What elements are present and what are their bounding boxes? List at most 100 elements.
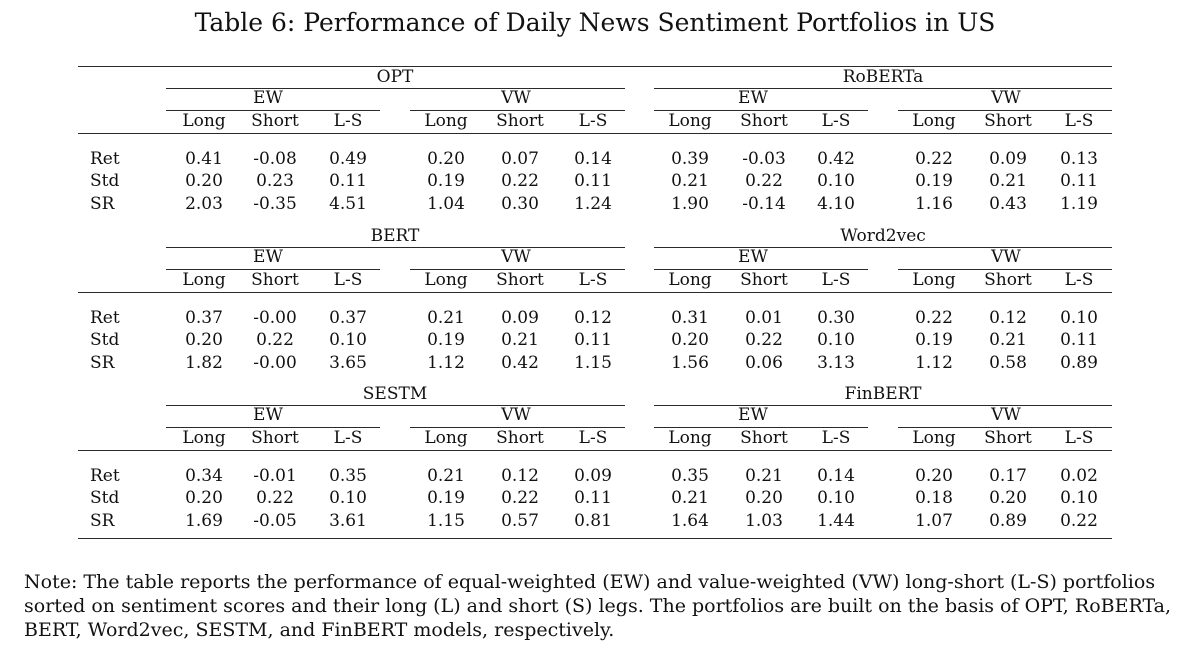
column-header: L-S bbox=[578, 270, 608, 290]
table-bottom-rule bbox=[78, 538, 1112, 539]
model-name: OPT bbox=[376, 67, 414, 87]
table-cell: 0.21 bbox=[427, 308, 465, 328]
row-label: SR bbox=[90, 353, 115, 373]
row-label: SR bbox=[90, 511, 115, 531]
column-header: Short bbox=[496, 428, 544, 448]
table-cell: 0.57 bbox=[501, 511, 539, 531]
table-cell: 0.20 bbox=[671, 330, 709, 350]
table-cell: 0.21 bbox=[501, 330, 539, 350]
table-cell: 1.07 bbox=[915, 511, 953, 531]
column-header: L-S bbox=[333, 270, 363, 290]
table-cell: 0.31 bbox=[671, 308, 709, 328]
table-cell: 1.19 bbox=[1060, 194, 1098, 214]
table-cell: 0.06 bbox=[745, 353, 783, 373]
table-cell: 0.10 bbox=[329, 330, 367, 350]
column-header: Short bbox=[251, 270, 299, 290]
vw-header: VW bbox=[991, 247, 1021, 267]
table-cell: 0.89 bbox=[989, 511, 1027, 531]
column-header: L-S bbox=[1064, 428, 1094, 448]
table-cell: 4.51 bbox=[329, 194, 367, 214]
table-cell: 0.22 bbox=[256, 330, 294, 350]
table-cell: -0.35 bbox=[253, 194, 297, 214]
column-header: L-S bbox=[333, 428, 363, 448]
row-label: Std bbox=[90, 330, 120, 350]
table-cell: 0.42 bbox=[817, 149, 855, 169]
table-cell: 0.20 bbox=[185, 330, 223, 350]
table-cell: 0.12 bbox=[501, 466, 539, 486]
table-cell: 0.22 bbox=[915, 308, 953, 328]
model-rule bbox=[654, 405, 1112, 406]
ew-header: EW bbox=[738, 405, 768, 425]
table-cell: 0.21 bbox=[427, 466, 465, 486]
table-cell: 0.01 bbox=[745, 308, 783, 328]
table-cell: 0.07 bbox=[501, 149, 539, 169]
table-cell: 0.20 bbox=[185, 488, 223, 508]
column-header: Short bbox=[740, 270, 788, 290]
table-top-rule bbox=[78, 66, 1112, 67]
table-cell: 0.20 bbox=[185, 171, 223, 191]
table-cell: 0.18 bbox=[915, 488, 953, 508]
table-cell: 0.30 bbox=[817, 308, 855, 328]
column-header: Short bbox=[496, 270, 544, 290]
table-cell: 0.12 bbox=[574, 308, 612, 328]
model-name: BERT bbox=[370, 226, 420, 246]
table-cell: 1.44 bbox=[817, 511, 855, 531]
table-cell: 0.21 bbox=[989, 171, 1027, 191]
column-header: Long bbox=[182, 111, 226, 131]
table-cell: 0.49 bbox=[329, 149, 367, 169]
table-cell: -0.08 bbox=[253, 149, 297, 169]
column-header: Short bbox=[984, 428, 1032, 448]
ew-header: EW bbox=[738, 88, 768, 108]
table-cell: -0.01 bbox=[253, 466, 297, 486]
group-rule bbox=[410, 110, 625, 111]
group-rule bbox=[410, 269, 625, 270]
column-header: Long bbox=[668, 428, 712, 448]
table-cell: 0.37 bbox=[329, 308, 367, 328]
table-cell: 0.14 bbox=[817, 466, 855, 486]
group-rule bbox=[898, 110, 1112, 111]
column-header: Short bbox=[251, 111, 299, 131]
table-cell: 3.61 bbox=[329, 511, 367, 531]
group-rule bbox=[166, 269, 380, 270]
column-header: Long bbox=[912, 111, 956, 131]
table-cell: 0.20 bbox=[745, 488, 783, 508]
row-label: Ret bbox=[90, 149, 120, 169]
table-cell: 1.12 bbox=[427, 353, 465, 373]
table-cell: 0.11 bbox=[574, 488, 612, 508]
table-cell: 0.11 bbox=[1060, 330, 1098, 350]
column-header: Long bbox=[424, 428, 468, 448]
column-header: Long bbox=[182, 428, 226, 448]
table-cell: -0.00 bbox=[253, 353, 297, 373]
table-cell: -0.00 bbox=[253, 308, 297, 328]
column-header: L-S bbox=[821, 111, 851, 131]
column-header: L-S bbox=[578, 428, 608, 448]
table-cell: 0.14 bbox=[574, 149, 612, 169]
table-cell: 1.64 bbox=[671, 511, 709, 531]
table-cell: 0.21 bbox=[671, 171, 709, 191]
table-cell: 0.20 bbox=[989, 488, 1027, 508]
column-header: L-S bbox=[821, 270, 851, 290]
table-cell: 1.82 bbox=[185, 353, 223, 373]
table-cell: 0.11 bbox=[329, 171, 367, 191]
column-header: Long bbox=[668, 270, 712, 290]
table-cell: 0.22 bbox=[745, 171, 783, 191]
table-cell: 0.21 bbox=[989, 330, 1027, 350]
table-cell: 0.19 bbox=[427, 171, 465, 191]
row-label: Std bbox=[90, 488, 120, 508]
table-cell: 0.43 bbox=[989, 194, 1027, 214]
table-cell: 1.24 bbox=[574, 194, 612, 214]
model-rule bbox=[166, 88, 625, 89]
model-name: FinBERT bbox=[844, 384, 922, 404]
table-cell: 0.42 bbox=[501, 353, 539, 373]
table-cell: 0.09 bbox=[989, 149, 1027, 169]
column-header: L-S bbox=[821, 428, 851, 448]
group-rule bbox=[410, 427, 625, 428]
column-header: Short bbox=[984, 270, 1032, 290]
column-header: Long bbox=[424, 111, 468, 131]
table-cell: 0.09 bbox=[574, 466, 612, 486]
table-cell: 1.12 bbox=[915, 353, 953, 373]
column-header: Long bbox=[912, 270, 956, 290]
table-cell: 0.89 bbox=[1060, 353, 1098, 373]
vw-header: VW bbox=[501, 405, 531, 425]
model-name: SESTM bbox=[362, 384, 428, 404]
